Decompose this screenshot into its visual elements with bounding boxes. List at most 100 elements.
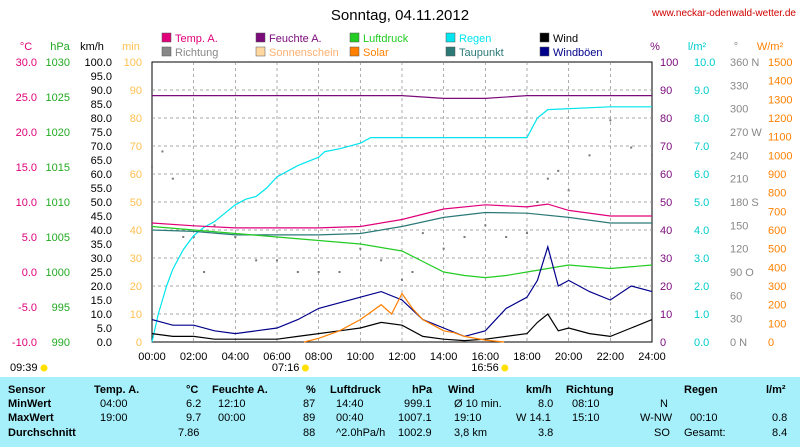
stats-max-label: MaxWert [8, 412, 54, 424]
x-tick-label: 00:00 [138, 351, 166, 363]
pressure-tick-label: 990 [52, 337, 70, 349]
direction-point [234, 236, 237, 238]
x-axis: 00:00 02:00 04:00 06:00 08:00 10:00 12:00 14:00… [138, 351, 666, 363]
direction-point [161, 150, 164, 153]
stats-press-unit: hPa [412, 384, 433, 396]
wind-tick-label: 85.0 [91, 99, 112, 111]
direction-tick-label: 330 [730, 80, 748, 92]
direction-tick-label: 270 W [730, 127, 762, 139]
stats-sensor-label: Sensor [8, 384, 46, 396]
direction-tick-label: 60 [730, 290, 742, 302]
temp-tick-label: 5.0 [22, 232, 37, 244]
stats-avg-dir-val: SO [654, 427, 670, 439]
temp-tick-label: -10.0 [12, 337, 37, 349]
stats-table: Sensor Temp. A. °C Feuchte A. % Luftdruc… [0, 377, 800, 447]
solar-tick-label: 1400 [768, 76, 792, 88]
sun-tick-label: 70 [130, 141, 142, 153]
rain-tick-label: 3.0 [694, 253, 709, 265]
direction-point [380, 259, 383, 262]
sun-tick-label: 100 [124, 57, 142, 69]
solar-tick-label: 500 [768, 244, 786, 256]
rain-tick-label: 6.0 [694, 169, 709, 181]
wind-tick-label: 80.0 [91, 113, 112, 125]
stats-min-dir-time: 08:10 [572, 398, 600, 410]
stats-max-hum-time: 00:00 [218, 412, 246, 424]
stats-max-dir-val: W-NW [640, 412, 673, 424]
direction-point [192, 236, 195, 238]
direction-point [171, 177, 174, 180]
solar-tick-label: 400 [768, 262, 786, 274]
solar-tick-label: 1500 [768, 57, 792, 69]
site-url: www.neckar-odenwald-wetter.de [651, 8, 796, 19]
stats-max-dir-time: 15:10 [572, 412, 600, 424]
stats-min-wind-val: 8.0 [538, 398, 554, 410]
rain-tick-label: 10.0 [694, 57, 715, 69]
solar-tick-label: 900 [768, 169, 786, 181]
stats-dir-header: Richtung [566, 384, 614, 396]
direction-point [421, 232, 424, 235]
sunrise-icon [301, 364, 309, 372]
stats-min-wind-label: Ø 10 min. [454, 398, 502, 410]
stats-min-row: MinWert 04:00 6.2 12:10 87 14:40 999.1 Ø… [0, 397, 800, 412]
legend-label: Regen [459, 33, 491, 45]
stats-max-row: MaxWert 19:00 9.7 00:00 89 00:40 1007.1 … [0, 411, 800, 426]
series-line-solar [303, 292, 505, 343]
stats-avg-wind-label: 3,8 km [454, 427, 488, 439]
stats-avg-temp-val: 7.86 [178, 427, 200, 439]
humidity-tick-label: 40 [660, 225, 672, 237]
legend-label: Feuchte A. [269, 33, 322, 45]
solar-tick-label: 100 [768, 318, 786, 330]
direction-tick-label: 30 [730, 314, 742, 326]
sun-tick-label: 90 [130, 85, 142, 97]
stats-min-label: MinWert [8, 398, 52, 410]
legend-swatch [445, 32, 456, 43]
direction-point [442, 247, 445, 250]
direction-tick-label: 210 [730, 174, 748, 186]
humidity-tick-label: 20 [660, 281, 672, 293]
stats-max-rain-val: 0.8 [772, 412, 788, 424]
direction-point [182, 236, 185, 238]
x-tick-label: 06:00 [263, 351, 291, 363]
direction-point [505, 236, 508, 238]
legend-swatch [445, 46, 456, 57]
stats-max-press-time: 00:40 [336, 412, 364, 424]
legend-swatch [349, 32, 360, 43]
direction-point [567, 189, 570, 192]
stats-rain-unit: l/m² [766, 384, 786, 396]
direction-point [630, 146, 633, 149]
stats-press-header: Luftdruck [330, 384, 381, 396]
stats-temp-unit: °C [186, 384, 199, 396]
direction-point [255, 259, 258, 262]
legend-swatch [539, 46, 550, 57]
wind-tick-label: 55.0 [91, 183, 112, 195]
stats-hum-header: Feuchte A. [212, 384, 268, 396]
sunrise-label: 07:16 [272, 362, 300, 374]
series-group [151, 94, 653, 343]
direction-tick-label: 180 S [730, 197, 759, 209]
x-tick-label: 08:00 [305, 351, 333, 363]
sun-tick-label: 50 [130, 197, 142, 209]
stats-min-dir-val: N [660, 398, 668, 410]
sun-tick-label: 20 [130, 281, 142, 293]
stats-min-hum-time: 12:10 [218, 398, 246, 410]
direction-tick-label: 120 [730, 244, 748, 256]
humidity-tick-label: 60 [660, 169, 672, 181]
pressure-tick-label: 995 [52, 302, 70, 314]
weather-chart: Sonntag, 04.11.2012 www.neckar-odenwald-… [10, 7, 796, 374]
humidity-tick-label: 0 [660, 337, 666, 349]
sun-tick-label: 30 [130, 253, 142, 265]
sun-tick-label: 80 [130, 113, 142, 125]
temp-tick-label: 30.0 [16, 57, 37, 69]
legend-label: Wind [553, 33, 578, 45]
pressure-tick-label: 1025 [46, 92, 70, 104]
stats-avg-hum-val: 88 [303, 427, 316, 439]
x-tick-label: 02:00 [180, 351, 208, 363]
series-line-taupunkt [151, 211, 652, 236]
sun-tick-label: 0 [136, 337, 142, 349]
direction-tick-label: 150 [730, 220, 748, 232]
x-tick-label: 24:00 [638, 351, 666, 363]
legend-label: Luftdruck [363, 33, 409, 45]
wind-tick-label: 15.0 [91, 295, 112, 307]
direction-point [338, 271, 341, 273]
direction-tick-label: 90 O [730, 267, 754, 279]
